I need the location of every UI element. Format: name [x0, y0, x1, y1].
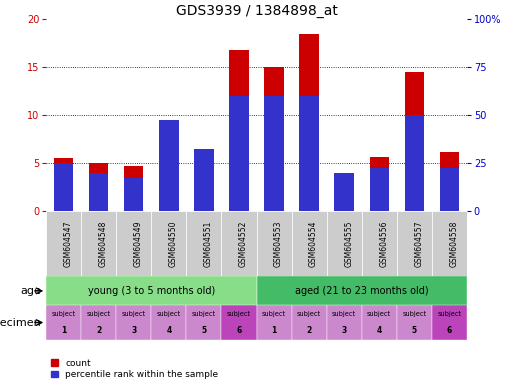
Text: subject: subject: [227, 311, 251, 317]
FancyBboxPatch shape: [432, 211, 467, 276]
Text: 1: 1: [271, 326, 277, 335]
FancyBboxPatch shape: [327, 305, 362, 340]
FancyBboxPatch shape: [222, 305, 256, 340]
Text: age: age: [20, 286, 41, 296]
Bar: [54, 159, 73, 211]
Text: GSM604554: GSM604554: [309, 220, 318, 267]
Bar: [124, 166, 144, 211]
Text: subject: subject: [262, 311, 286, 317]
Bar: [159, 132, 179, 211]
FancyBboxPatch shape: [256, 211, 291, 276]
Text: 6: 6: [447, 326, 452, 335]
Bar: [369, 157, 389, 211]
FancyBboxPatch shape: [151, 305, 186, 340]
Text: GSM604551: GSM604551: [204, 221, 213, 267]
Bar: [54, 163, 73, 211]
Text: 2: 2: [96, 326, 102, 335]
Text: specimen: specimen: [0, 318, 41, 328]
FancyBboxPatch shape: [327, 211, 362, 276]
FancyBboxPatch shape: [81, 211, 116, 276]
Bar: [369, 168, 389, 211]
FancyBboxPatch shape: [81, 305, 116, 340]
Bar: [264, 67, 284, 211]
Bar: [89, 163, 108, 211]
Bar: [159, 120, 179, 211]
Text: aged (21 to 23 months old): aged (21 to 23 months old): [295, 286, 428, 296]
Text: 4: 4: [166, 326, 171, 335]
Text: GSM604553: GSM604553: [274, 220, 283, 267]
Text: 2: 2: [306, 326, 312, 335]
Bar: [194, 157, 213, 211]
Bar: [405, 72, 424, 211]
FancyBboxPatch shape: [116, 211, 151, 276]
Bar: [300, 96, 319, 211]
Text: 3: 3: [342, 326, 347, 335]
Bar: [300, 34, 319, 211]
Text: GSM604549: GSM604549: [134, 220, 143, 267]
Text: GSM604557: GSM604557: [415, 220, 423, 267]
FancyBboxPatch shape: [186, 305, 222, 340]
Text: subject: subject: [52, 311, 76, 317]
FancyBboxPatch shape: [46, 276, 256, 305]
Text: GSM604556: GSM604556: [379, 220, 388, 267]
Text: GSM604550: GSM604550: [169, 220, 178, 267]
Text: subject: subject: [437, 311, 461, 317]
FancyBboxPatch shape: [397, 211, 432, 276]
Text: 3: 3: [131, 326, 136, 335]
Bar: [229, 96, 249, 211]
Text: subject: subject: [402, 311, 426, 317]
Text: 5: 5: [412, 326, 417, 335]
Bar: [194, 149, 213, 211]
Text: GSM604552: GSM604552: [239, 221, 248, 267]
FancyBboxPatch shape: [186, 211, 222, 276]
FancyBboxPatch shape: [362, 211, 397, 276]
Bar: [405, 115, 424, 211]
Text: 4: 4: [377, 326, 382, 335]
Text: subject: subject: [297, 311, 321, 317]
Bar: [334, 173, 354, 211]
FancyBboxPatch shape: [222, 211, 256, 276]
Bar: [334, 176, 354, 211]
Bar: [229, 50, 249, 211]
Text: 6: 6: [236, 326, 242, 335]
Legend: count, percentile rank within the sample: count, percentile rank within the sample: [51, 359, 218, 379]
Text: 1: 1: [61, 326, 66, 335]
Bar: [124, 178, 144, 211]
FancyBboxPatch shape: [291, 305, 327, 340]
Bar: [89, 173, 108, 211]
FancyBboxPatch shape: [256, 276, 467, 305]
FancyBboxPatch shape: [432, 305, 467, 340]
Title: GDS3939 / 1384898_at: GDS3939 / 1384898_at: [175, 4, 338, 18]
FancyBboxPatch shape: [46, 305, 81, 340]
Text: GSM604548: GSM604548: [98, 221, 108, 267]
FancyBboxPatch shape: [116, 305, 151, 340]
FancyBboxPatch shape: [256, 305, 291, 340]
FancyBboxPatch shape: [46, 211, 81, 276]
Text: GSM604558: GSM604558: [449, 221, 458, 267]
Text: subject: subject: [87, 311, 111, 317]
Text: subject: subject: [332, 311, 356, 317]
Text: GSM604555: GSM604555: [344, 220, 353, 267]
Text: young (3 to 5 months old): young (3 to 5 months old): [88, 286, 215, 296]
Text: subject: subject: [157, 311, 181, 317]
Text: subject: subject: [367, 311, 391, 317]
Bar: [264, 96, 284, 211]
Text: subject: subject: [122, 311, 146, 317]
FancyBboxPatch shape: [397, 305, 432, 340]
Bar: [440, 152, 459, 211]
FancyBboxPatch shape: [151, 211, 186, 276]
Text: 5: 5: [202, 326, 206, 335]
Bar: [440, 168, 459, 211]
FancyBboxPatch shape: [362, 305, 397, 340]
FancyBboxPatch shape: [291, 211, 327, 276]
Text: subject: subject: [192, 311, 216, 317]
Text: GSM604547: GSM604547: [64, 220, 73, 267]
